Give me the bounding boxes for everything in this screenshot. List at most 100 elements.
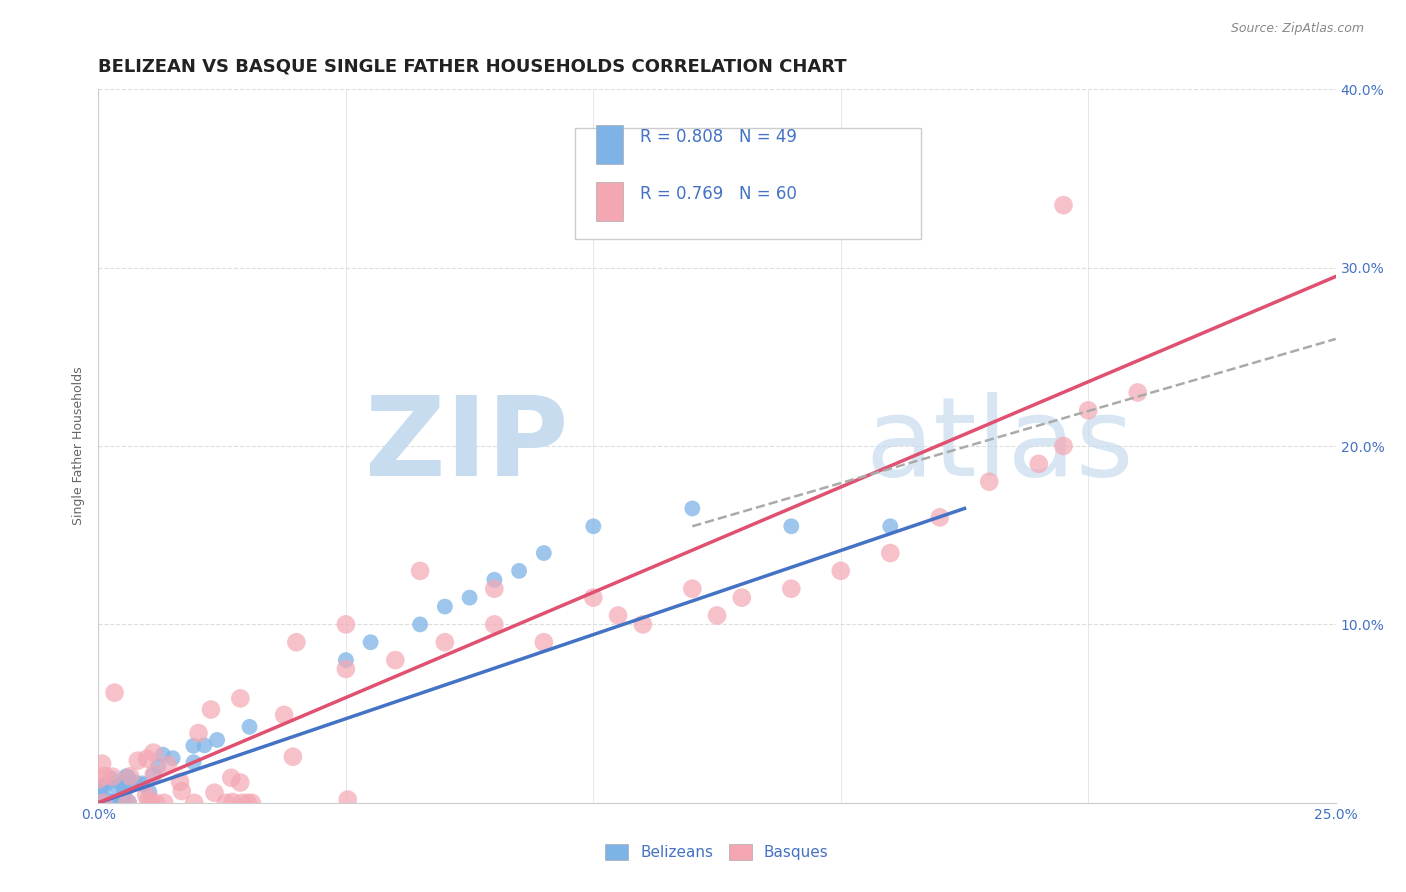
Point (87, 772, 110, 787)
Point (118, 778, 141, 792)
Point (107, 790, 129, 805)
Point (229, 691, 252, 706)
Point (124, 775, 146, 789)
Point (219, 771, 242, 785)
Point (484, 617, 506, 632)
Point (193, 739, 215, 753)
Point (110, 778, 132, 792)
Point (533, 546, 555, 560)
Point (484, 573, 506, 587)
Point (91, 756, 114, 771)
Point (231, 796, 253, 810)
Point (118, 795, 141, 809)
Point (607, 608, 630, 623)
Point (335, 662, 357, 676)
Point (103, 686, 125, 700)
Point (142, 767, 165, 781)
Point (336, 792, 359, 806)
Point (136, 751, 159, 765)
Point (117, 769, 139, 783)
Point (384, 653, 406, 667)
Point (409, 564, 432, 578)
Point (100, 796, 122, 810)
Point (138, 785, 160, 799)
Point (236, 796, 259, 810)
Point (731, 591, 754, 605)
Text: R = 0.808   N = 49: R = 0.808 N = 49 (640, 128, 797, 146)
Point (830, 564, 852, 578)
Point (101, 772, 124, 786)
Point (1077, 403, 1099, 417)
Point (142, 746, 165, 760)
Point (97, 778, 120, 792)
Point (681, 501, 703, 516)
Point (204, 786, 226, 800)
Point (152, 747, 174, 762)
Point (205, 733, 228, 747)
Point (136, 793, 159, 807)
Point (281, 749, 304, 764)
Point (433, 635, 456, 649)
Text: Source: ZipAtlas.com: Source: ZipAtlas.com (1230, 22, 1364, 36)
Point (89, 779, 111, 793)
Point (508, 564, 530, 578)
Point (706, 608, 728, 623)
Point (1052, 439, 1074, 453)
Point (221, 795, 243, 809)
Point (780, 519, 803, 533)
FancyBboxPatch shape (596, 182, 623, 221)
Point (928, 510, 950, 524)
Point (111, 777, 134, 791)
Point (979, 475, 1001, 489)
Point (115, 769, 138, 783)
Point (1028, 457, 1050, 471)
Y-axis label: Single Father Households: Single Father Households (72, 367, 86, 525)
Point (183, 796, 205, 810)
Point (582, 519, 605, 533)
Point (879, 519, 901, 533)
Text: ZIP: ZIP (366, 392, 568, 500)
Point (1052, 198, 1074, 212)
Point (105, 796, 128, 810)
Point (90, 780, 112, 795)
Point (131, 776, 153, 790)
Point (183, 739, 205, 753)
Point (115, 796, 138, 810)
Point (240, 796, 263, 810)
Point (879, 546, 901, 560)
Point (360, 635, 382, 649)
Point (117, 796, 139, 810)
Point (229, 775, 252, 789)
Point (127, 754, 149, 768)
Point (105, 796, 128, 810)
Point (335, 653, 357, 667)
Point (433, 599, 456, 614)
Point (170, 784, 193, 798)
Point (132, 778, 155, 792)
Point (156, 757, 179, 772)
Point (148, 759, 170, 773)
Point (145, 796, 167, 810)
Point (97, 793, 120, 807)
Point (409, 617, 432, 632)
FancyBboxPatch shape (596, 125, 623, 164)
Text: atlas: atlas (866, 392, 1135, 500)
Point (273, 707, 295, 722)
Point (238, 720, 260, 734)
Point (335, 617, 357, 632)
Point (162, 751, 184, 765)
Text: R = 0.769   N = 60: R = 0.769 N = 60 (640, 186, 797, 203)
Point (458, 591, 481, 605)
Point (112, 782, 135, 797)
Point (215, 796, 238, 810)
Point (93, 796, 115, 810)
Point (187, 726, 209, 740)
Point (141, 796, 163, 810)
Point (93, 796, 115, 810)
Point (101, 770, 124, 784)
Point (780, 582, 803, 596)
Point (90, 796, 112, 810)
Point (135, 788, 157, 802)
Point (153, 796, 176, 810)
Point (114, 784, 136, 798)
